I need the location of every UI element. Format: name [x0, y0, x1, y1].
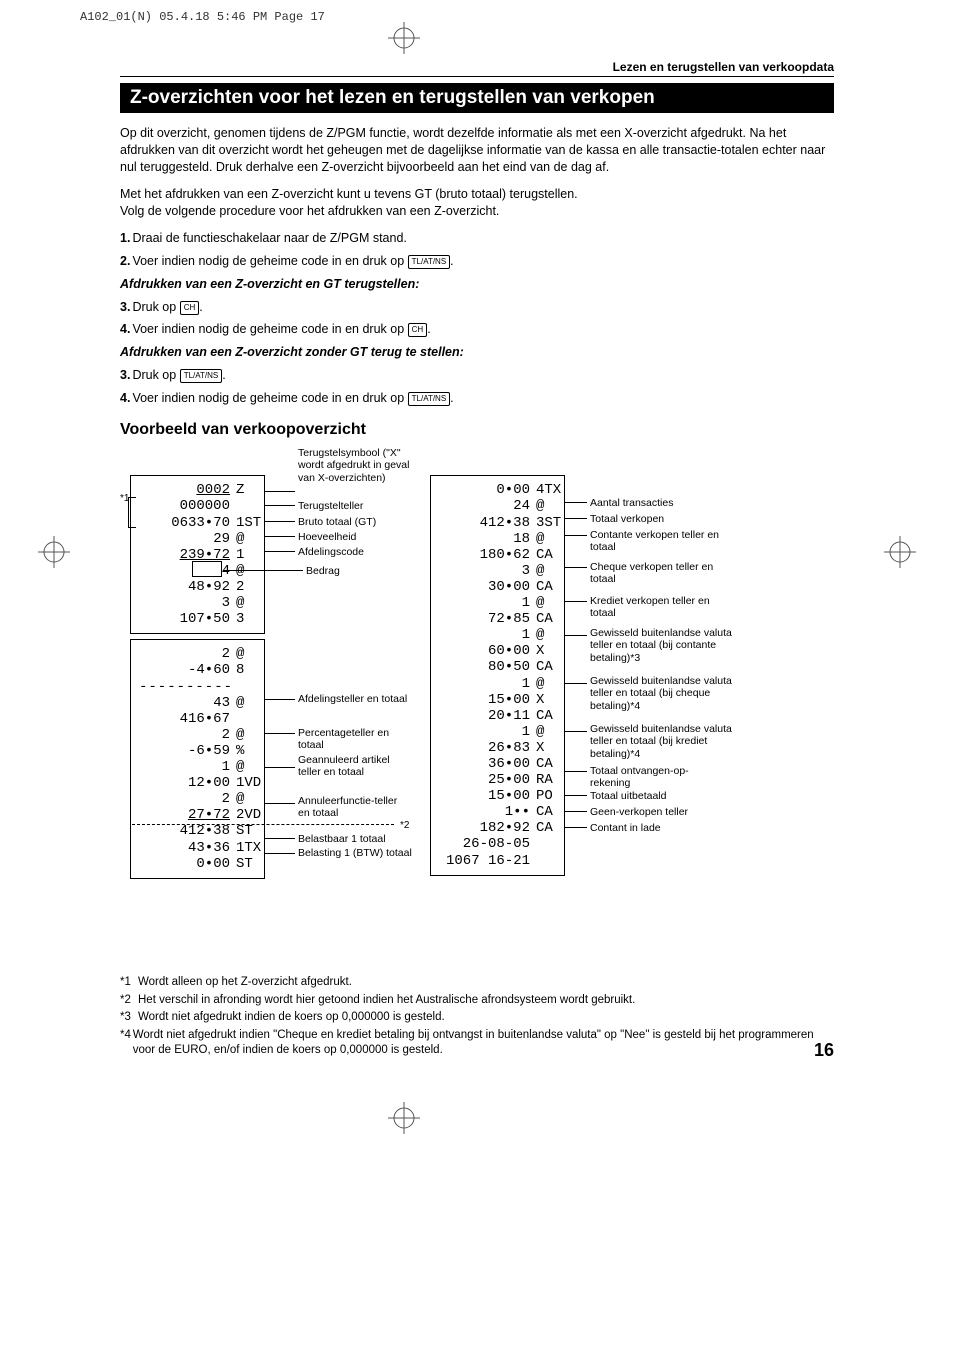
reg-mark-bottom: [388, 1102, 420, 1134]
step-4a-text: Voer indien nodig de geheime code in en …: [132, 322, 407, 336]
fn1-t: Wordt alleen op het Z-overzicht afgedruk…: [138, 975, 352, 991]
callout-reset-symbol: Terugstelsymbool ("X" wordt afgedrukt in…: [298, 447, 428, 483]
callout-amount: Bedrag: [306, 565, 340, 577]
step-3a-text: Druk op: [132, 300, 179, 314]
step-3a: 3.Druk op CH.: [120, 298, 834, 317]
callout-dept-total: Afdelingsteller en totaal: [298, 693, 408, 705]
key-tlatns-2: TL/AT/NS: [180, 369, 223, 383]
fn2-n: *2: [120, 993, 138, 1009]
callout-total-sales: Totaal verkopen: [590, 513, 664, 525]
step-2: 2.Voer indien nodig de geheime code in e…: [120, 252, 834, 271]
receipt-1-bottom: 2@-4•608----------43@416•672@-6•59%1@12•…: [130, 639, 265, 878]
fn4-t: Wordt niet afgedrukt indien "Cheque en k…: [133, 1028, 834, 1059]
callout-po: Totaal uitbetaald: [590, 790, 666, 802]
step-3b-text: Druk op: [132, 368, 179, 382]
intro-p3: Volg de volgende procedure voor het afdr…: [120, 203, 834, 220]
step-4b: 4.Voer indien nodig de geheime code in e…: [120, 389, 834, 408]
callout-pct: Percentageteller en totaal: [298, 727, 408, 751]
footnote-3: *3Wordt niet afgedrukt indien de koers o…: [120, 1010, 834, 1026]
receipt-1-top: 0002Z0000000633•701ST29@239•7214@48•9223…: [130, 475, 265, 634]
fn1-n: *1: [120, 975, 138, 991]
fn2-t: Het verschil in afronding wordt hier get…: [138, 993, 635, 1009]
report-diagram: 0002Z0000000633•701ST29@239•7214@48•9223…: [120, 447, 834, 967]
key-tlatns: TL/AT/NS: [408, 255, 451, 269]
footnotes: *1Wordt alleen op het Z-overzicht afgedr…: [120, 975, 834, 1059]
key-ch-2: CH: [408, 323, 428, 337]
callout-trans: Aantal transacties: [590, 497, 673, 509]
key-tlatns-3: TL/AT/NS: [408, 392, 451, 406]
fn3-t: Wordt niet afgedrukt indien de koers op …: [138, 1010, 445, 1026]
footnote-1: *1Wordt alleen op het Z-overzicht afgedr…: [120, 975, 834, 991]
qty-box: [192, 561, 222, 577]
callout-void-item: Geannuleerd artikel teller en totaal: [298, 754, 408, 778]
example-heading: Voorbeeld van verkoopoverzicht: [120, 421, 834, 439]
step-3b: 3.Druk op TL/AT/NS.: [120, 366, 834, 385]
key-ch: CH: [180, 301, 200, 315]
footnote-4: *4Wordt niet afgedrukt indien "Cheque en…: [120, 1028, 834, 1059]
callout-gt: Bruto totaal (GT): [298, 516, 376, 528]
subhead-1: Afdrukken van een Z-overzicht en GT teru…: [120, 275, 834, 294]
step-4b-text: Voer indien nodig de geheime code in en …: [132, 391, 407, 405]
callout-fx-cash: Gewisseld buitenlandse valuta teller en …: [590, 627, 740, 663]
callout-void-mode: Annuleerfunctie-teller en totaal: [298, 795, 408, 819]
footnote-2: *2Het verschil in afronding wordt hier g…: [120, 993, 834, 1009]
callout-fx-cheque: Gewisseld buitenlandse valuta teller en …: [590, 675, 740, 711]
receipt-2: 0•004TX24@412•383ST18@180•62CA3@30•00CA1…: [430, 475, 565, 875]
intro-p2: Met het afdrukken van een Z-overzicht ku…: [120, 186, 834, 203]
callout-reset-counter: Terugstelteller: [298, 500, 363, 512]
callout-cash: Contante verkopen teller en totaal: [590, 529, 730, 553]
callout-credit: Krediet verkopen teller en totaal: [590, 595, 730, 619]
step-1-text: Draai de functieschakelaar naar de Z/PGM…: [132, 231, 406, 245]
page-content: Lezen en terugstellen van verkoopdata Z-…: [0, 0, 954, 1059]
step-4a: 4.Voer indien nodig de geheime code in e…: [120, 320, 834, 339]
fn3-n: *3: [120, 1010, 138, 1026]
step-2-text: Voer indien nodig de geheime code in en …: [132, 254, 407, 268]
dashed-guide: [132, 824, 394, 825]
callout-ra: Totaal ontvangen-op-rekening: [590, 765, 720, 789]
fn4-n: *4: [120, 1028, 133, 1059]
callout-fx-credit: Gewisseld buitenlandse valuta teller en …: [590, 723, 740, 759]
callout-vat: Belasting 1 (BTW) totaal: [298, 847, 418, 859]
callout-nosale: Geen-verkopen teller: [590, 806, 688, 818]
intro-p1: Op dit overzicht, genomen tijdens de Z/P…: [120, 125, 834, 176]
callout-cid: Contant in lade: [590, 822, 661, 834]
star2-marker: *2: [400, 820, 409, 832]
subhead-2: Afdrukken van een Z-overzicht zonder GT …: [120, 343, 834, 362]
page-title: Z-overzichten voor het lezen en terugste…: [120, 83, 834, 113]
callout-cheque: Cheque verkopen teller en totaal: [590, 561, 730, 585]
step-1: 1.Draai de functieschakelaar naar de Z/P…: [120, 229, 834, 248]
callout-qty: Hoeveelheid: [298, 531, 356, 543]
section-label: Lezen en terugstellen van verkoopdata: [120, 60, 834, 77]
callout-tax1: Belastbaar 1 totaal: [298, 833, 418, 845]
callout-dept: Afdelingscode: [298, 546, 364, 558]
page-number: 16: [814, 1040, 834, 1061]
